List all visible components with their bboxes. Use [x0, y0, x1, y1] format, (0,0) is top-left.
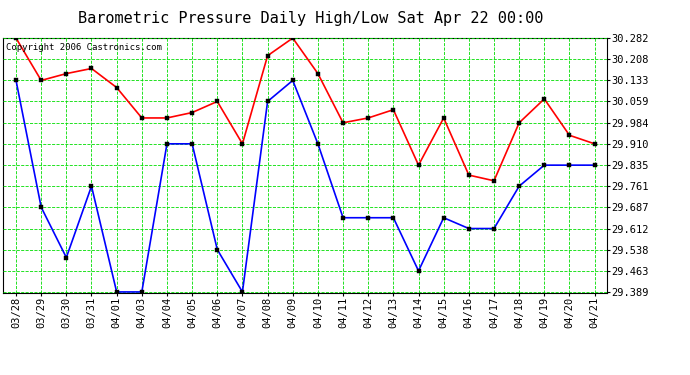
Text: Barometric Pressure Daily High/Low Sat Apr 22 00:00: Barometric Pressure Daily High/Low Sat A… [78, 11, 543, 26]
Text: Copyright 2006 Castronics.com: Copyright 2006 Castronics.com [6, 43, 162, 52]
